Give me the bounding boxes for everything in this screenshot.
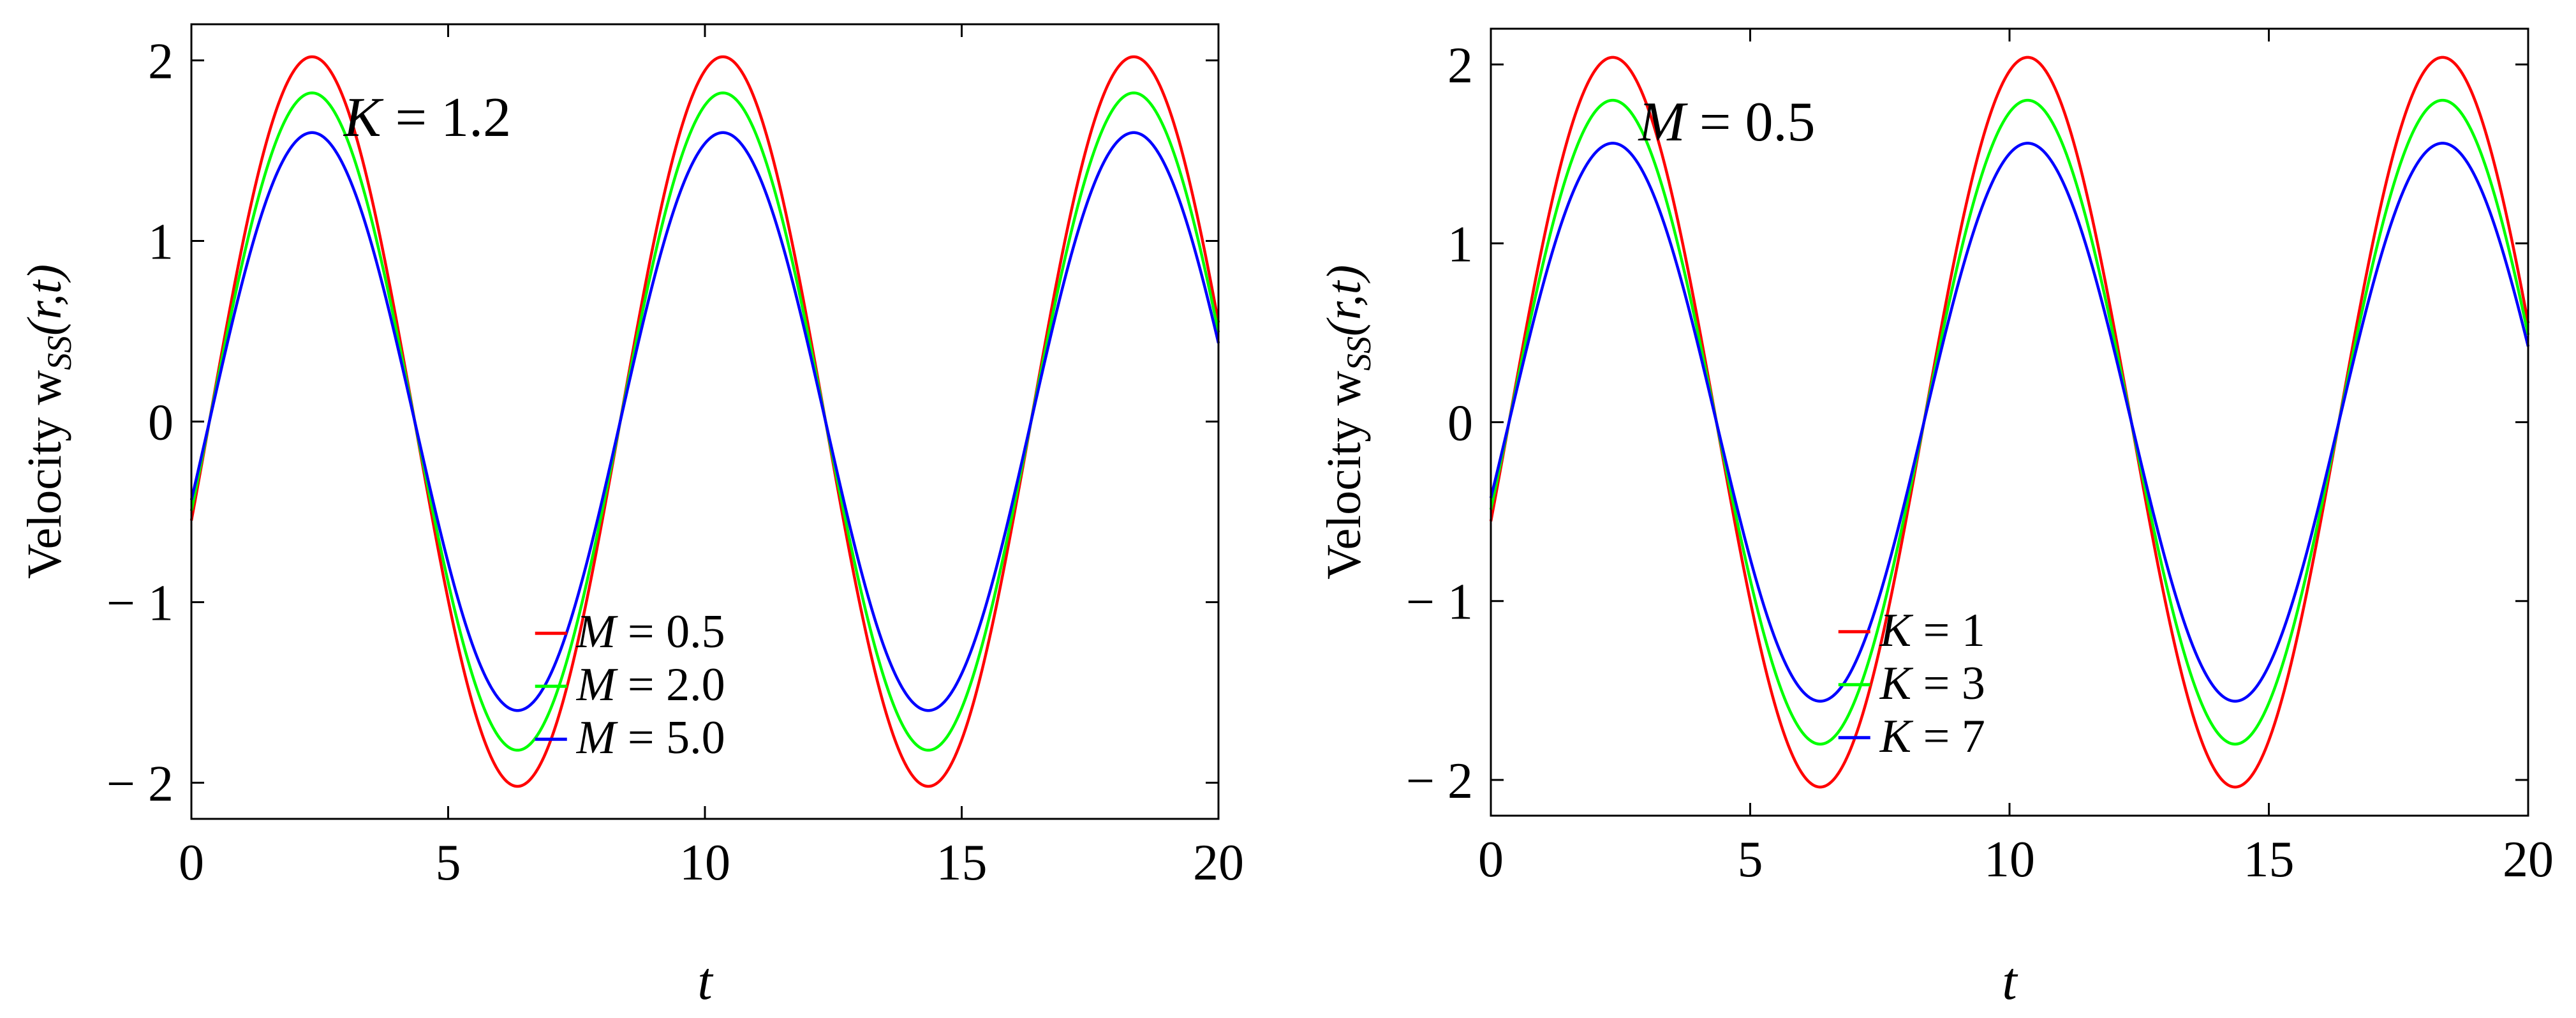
chart0-legend-label-var-3: M <box>576 712 619 764</box>
chart0-ytick-label-2: 0 <box>148 395 174 451</box>
chart1-ytick-label-4: − 2 <box>1406 753 1473 809</box>
chart1-ytick-label-2: 0 <box>1447 396 1473 452</box>
chart1-series-line-3 <box>1489 142 2530 703</box>
chart1-ytick-label-0: 2 <box>1447 38 1473 94</box>
chart0-legend-label-1: M = 0.5 <box>576 606 725 658</box>
chart0-ytick-label-0: 2 <box>148 34 174 90</box>
chart0-xtick-label-20: 20 <box>1193 835 1244 891</box>
chart1-annotation-value: = 0.5 <box>1685 91 1816 153</box>
chart1-ytick-label-3: − 1 <box>1406 574 1473 631</box>
chart0-ytick-label-1: 1 <box>148 214 174 271</box>
chart0-ytick-label-4: − 2 <box>107 756 174 812</box>
chart1-legend-label-value-2: = 3 <box>1911 657 1985 710</box>
chart0-xtick-label-0: 0 <box>179 835 204 891</box>
chart0-legend-label-value-1: = 0.5 <box>616 606 725 658</box>
chart0-series-line-3 <box>189 131 1220 712</box>
chart1-y-axis-label-main: Velocity w <box>1317 371 1371 580</box>
chart0-annotation-value: = 1.2 <box>381 87 512 149</box>
chart1-xtick-label-5: 5 <box>1738 832 1763 888</box>
chart1-legend-label-var-3: K <box>1879 710 1914 763</box>
chart1-x-axis-label: t <box>2002 952 2018 1011</box>
chart1-legend-label-1: K = 1 <box>1879 604 1985 657</box>
chart0-y-axis-label-subscript: SS <box>40 336 78 370</box>
chart0-xtick-label-10: 10 <box>679 835 730 891</box>
chart1-xtick-label-15: 15 <box>2244 832 2295 888</box>
chart0-y-axis-label: Velocity wSS(r,t) <box>18 264 78 579</box>
chart0-annotation-var: K <box>343 87 384 149</box>
chart0-y-axis-label-main: Velocity w <box>18 370 71 579</box>
chart1-series-line-2 <box>1489 98 2530 746</box>
chart1-y-axis-label: Velocity wSS(r,t) <box>1317 265 1378 580</box>
chart1-xtick-label-20: 20 <box>2503 832 2554 888</box>
chart0-series-line-2 <box>189 91 1220 752</box>
chart1-y-axis-label-args: (r,t) <box>1317 265 1371 336</box>
chart1-ytick-label-1: 1 <box>1447 216 1473 273</box>
chart0-legend-label-3: M = 5.0 <box>576 712 725 764</box>
chart0-x-axis-label: t <box>697 952 714 1011</box>
chart1-xtick-label-10: 10 <box>1984 832 2035 888</box>
chart1-y-axis-label-subscript: SS <box>1340 336 1378 371</box>
chart1-legend-label-3: K = 7 <box>1879 710 1985 763</box>
chart0-xtick-label-15: 15 <box>936 835 988 891</box>
chart1-annotation-var: M <box>1638 91 1689 153</box>
chart1-legend-label-var-2: K <box>1879 657 1914 710</box>
chart0-y-axis-label-args: (r,t) <box>18 264 71 336</box>
chart0-legend-label-var-2: M <box>576 659 619 711</box>
chart0-legend-label-2: M = 2.0 <box>576 659 725 711</box>
chart1-legend-label-2: K = 3 <box>1879 657 1985 710</box>
chart0-xtick-label-5: 5 <box>436 835 461 891</box>
chart1-legend-label-value-3: = 7 <box>1911 710 1985 763</box>
chart1-legend-label-var-1: K <box>1879 604 1914 657</box>
chart0-series-line-1 <box>189 55 1220 788</box>
chart0-legend-label-value-2: = 2.0 <box>616 659 725 711</box>
chart1-series-line-1 <box>1489 56 2530 789</box>
chart1-annotation: M = 0.5 <box>1638 91 1816 153</box>
chart0-legend-label-value-3: = 5.0 <box>616 712 725 764</box>
chart1-legend-label-value-1: = 1 <box>1911 604 1985 657</box>
chart1-xtick-label-0: 0 <box>1478 832 1504 888</box>
chart0-legend-label-var-1: M <box>576 606 619 658</box>
chart0-ytick-label-3: − 1 <box>107 575 174 631</box>
chart0-annotation: K = 1.2 <box>343 87 511 149</box>
